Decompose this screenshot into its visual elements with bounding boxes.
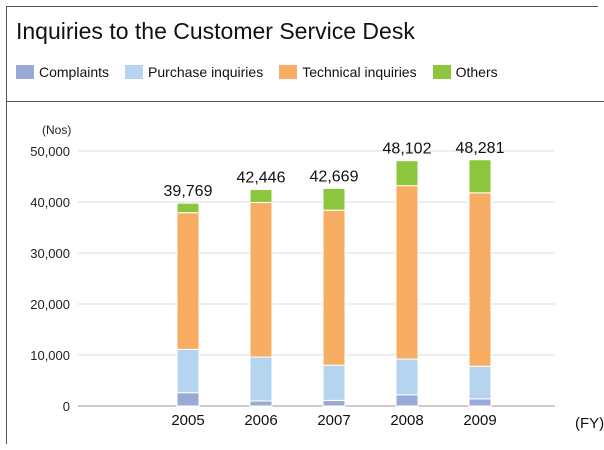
x-tick-label: 2008 [390,412,423,429]
legend-item-purchase-inquiries: Purchase inquiries [125,64,263,80]
legend-item-complaints: Complaints [16,64,109,80]
bar-technical-inquiries-2008 [395,185,419,360]
bar-complaints-2008 [395,394,419,407]
y-tick-label: 0 [63,399,70,414]
x-tick-label: 2007 [317,412,350,429]
y-axis-unit: (Nos) [42,123,71,137]
bar-purchase-inquiries-2005 [176,348,200,394]
bar-total-label: 42,446 [237,170,286,187]
bar-total-label: 39,769 [164,183,213,200]
bar-others-2008 [395,160,419,187]
bar-purchase-inquiries-2006 [249,356,273,402]
bar-purchase-inquiries-2008 [395,358,419,396]
bar-others-2005 [176,202,200,214]
chart-title: Inquiries to the Customer Service Desk [16,18,415,44]
bar-complaints-2007 [322,399,346,407]
bar-purchase-inquiries-2007 [322,364,346,401]
legend-swatch-others [432,65,451,79]
bar-complaints-2005 [176,392,200,407]
legend-swatch-complaints [16,65,34,79]
legend-swatch-purchase-inquiries [125,65,144,79]
legend-label-complaints: Complaints [39,64,110,80]
legend: Complaints Purchase inquiries Technical … [16,64,514,80]
bar-total-label: 42,669 [310,168,359,185]
bar-complaints-2009 [468,398,492,407]
x-tick-label: 2009 [463,412,496,429]
bar-purchase-inquiries-2009 [468,365,492,400]
bar-others-2007 [322,187,346,211]
legend-item-others: Others [432,64,498,80]
legend-label-technical-inquiries: Technical inquiries [302,64,417,80]
legend-swatch-technical-inquiries [279,65,298,79]
bar-others-2006 [249,189,273,204]
y-tick-label: 40,000 [30,195,70,210]
x-axis-unit: (FY) [575,415,604,432]
y-tick-label: 20,000 [30,297,70,312]
bar-technical-inquiries-2009 [468,192,492,367]
bar-technical-inquiries-2006 [249,202,273,358]
chart-header [6,6,604,102]
bar-technical-inquiries-2005 [176,212,200,350]
legend-item-technical-inquiries: Technical inquiries [279,64,417,80]
legend-label-others: Others [455,64,498,80]
y-tick-label: 30,000 [30,246,70,261]
y-tick-label: 50,000 [30,144,70,159]
bar-total-label: 48,281 [456,140,505,157]
x-tick-label: 2006 [244,412,277,429]
chart-frame [6,6,598,444]
x-tick-label: 2005 [171,412,204,429]
bar-others-2009 [468,159,492,194]
bar-technical-inquiries-2007 [322,209,346,366]
bar-total-label: 48,102 [383,141,432,158]
legend-label-purchase-inquiries: Purchase inquiries [148,64,264,80]
bar-complaints-2006 [249,400,273,407]
y-tick-label: 10,000 [30,348,70,363]
